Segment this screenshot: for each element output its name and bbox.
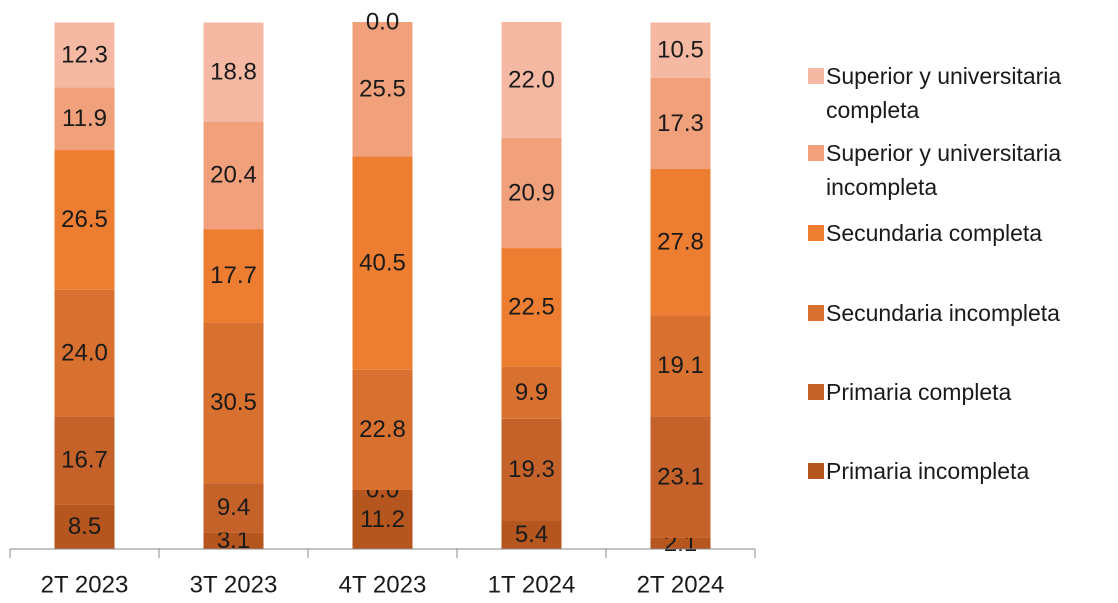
data-label: 9.9 bbox=[515, 379, 548, 406]
bar-segment bbox=[650, 416, 711, 538]
data-label: 17.3 bbox=[657, 110, 704, 137]
bar-segment bbox=[501, 418, 562, 521]
legend-label: Primaria completa bbox=[826, 379, 1012, 405]
bar-segment bbox=[352, 489, 413, 549]
bar-segment bbox=[203, 229, 264, 323]
data-label: 22.5 bbox=[508, 294, 555, 321]
bar-segment bbox=[650, 537, 711, 549]
legend-label: Superior y universitaria incompleta bbox=[826, 140, 1062, 200]
data-label: 9.4 bbox=[217, 494, 250, 521]
legend-item: Superior y universitaria completa bbox=[808, 59, 1116, 127]
bar-segment bbox=[650, 169, 711, 316]
legend-item: Primaria completa bbox=[808, 375, 1116, 409]
data-label: 8.5 bbox=[68, 513, 101, 540]
bar-segment bbox=[501, 520, 562, 549]
bar-segment bbox=[54, 504, 115, 549]
data-label: 18.8 bbox=[210, 58, 257, 85]
bar-segment bbox=[352, 156, 413, 370]
data-label: 22.0 bbox=[508, 66, 555, 93]
legend-swatch bbox=[808, 145, 824, 161]
legend-swatch bbox=[808, 463, 824, 479]
bar-segment bbox=[501, 22, 562, 138]
legend-item: Superior y universitaria incompleta bbox=[808, 136, 1116, 204]
data-label: 5.4 bbox=[515, 521, 548, 548]
legend-label: Secundaria completa bbox=[826, 220, 1043, 246]
data-label: 24.0 bbox=[61, 339, 108, 366]
legend-swatch bbox=[808, 225, 824, 241]
bar-segment bbox=[650, 315, 711, 417]
bar-segment bbox=[501, 248, 562, 367]
bar-segment bbox=[650, 77, 711, 170]
x-tick-label: 1T 2024 bbox=[488, 571, 576, 598]
x-tick-label: 2T 2024 bbox=[637, 571, 725, 598]
bar-segment bbox=[203, 22, 264, 122]
legend-item: Secundaria completa bbox=[808, 216, 1116, 250]
data-label: 20.4 bbox=[210, 162, 257, 189]
legend-item: Secundaria incompleta bbox=[808, 296, 1116, 330]
bar-segment bbox=[203, 483, 264, 533]
data-label: 16.7 bbox=[61, 447, 108, 474]
x-tick-label: 2T 2023 bbox=[41, 571, 129, 598]
bar-segment bbox=[352, 369, 413, 490]
bar-segment bbox=[54, 22, 115, 88]
data-label: 22.8 bbox=[359, 416, 406, 443]
data-label: 30.5 bbox=[210, 389, 257, 416]
data-label: 12.3 bbox=[61, 41, 108, 68]
legend-swatch bbox=[808, 384, 824, 400]
chart: 8.516.724.026.511.912.32T 20233.19.430.5… bbox=[9, 8, 756, 598]
bar-segment bbox=[203, 322, 264, 484]
bar-segment bbox=[203, 121, 264, 230]
legend-label: Primaria incompleta bbox=[826, 458, 1030, 484]
bar-segment bbox=[501, 366, 562, 419]
bar-segment bbox=[650, 22, 711, 78]
data-label: 19.3 bbox=[508, 456, 555, 483]
legend-swatch bbox=[808, 305, 824, 321]
bar-segment bbox=[54, 150, 115, 290]
data-label: 26.5 bbox=[61, 206, 108, 233]
data-label: 10.5 bbox=[657, 37, 704, 64]
legend-swatch bbox=[808, 68, 824, 84]
bar-segment bbox=[54, 87, 115, 151]
legend-item: Primaria incompleta bbox=[808, 454, 1116, 488]
data-label: 11.9 bbox=[62, 105, 107, 132]
legend-label: Secundaria incompleta bbox=[826, 300, 1060, 326]
data-label: 17.7 bbox=[210, 262, 257, 289]
bar-segment bbox=[352, 22, 413, 157]
bar-segment bbox=[54, 416, 115, 505]
data-label: 19.1 bbox=[657, 352, 704, 379]
data-label: 27.8 bbox=[657, 229, 704, 256]
legend-label: Superior y universitaria completa bbox=[826, 63, 1062, 123]
bar-segment bbox=[501, 137, 562, 249]
data-label: 25.5 bbox=[359, 76, 406, 103]
x-tick-label: 4T 2023 bbox=[339, 571, 427, 598]
bar-segment bbox=[203, 532, 264, 549]
data-label: 20.9 bbox=[508, 179, 555, 206]
data-label: 11.2 bbox=[360, 506, 405, 533]
data-label: 0.0 bbox=[366, 8, 399, 35]
data-label: 40.5 bbox=[359, 249, 406, 276]
x-tick-label: 3T 2023 bbox=[190, 571, 278, 598]
bar-segment bbox=[54, 289, 115, 417]
data-label: 23.1 bbox=[657, 463, 704, 490]
